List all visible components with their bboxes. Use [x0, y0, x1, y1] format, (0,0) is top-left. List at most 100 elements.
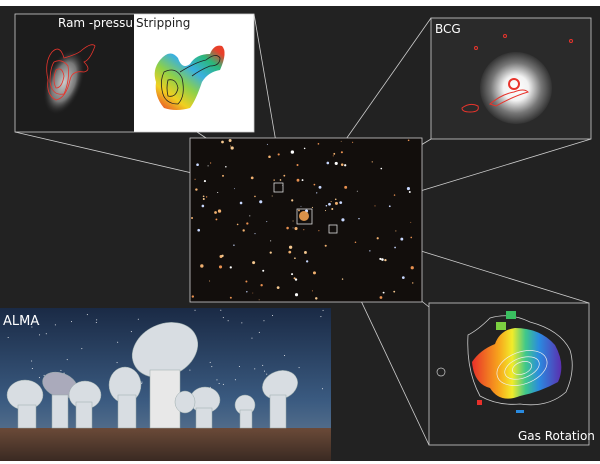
- bcg-panel: BCG: [430, 17, 592, 140]
- galaxy: [191, 295, 195, 298]
- bcg-label: BCG: [435, 22, 461, 36]
- galaxy: [279, 179, 282, 181]
- galaxy: [304, 251, 307, 254]
- galaxy: [358, 218, 360, 220]
- galaxy: [245, 280, 248, 283]
- sky-star: [38, 377, 40, 379]
- galaxy: [229, 145, 231, 147]
- galaxy: [371, 161, 373, 163]
- galaxy: [276, 286, 280, 289]
- galaxy: [200, 264, 204, 268]
- galaxy: [303, 229, 305, 231]
- galaxy: [291, 199, 294, 202]
- galaxy: [374, 205, 376, 207]
- sky-star: [31, 326, 33, 328]
- galaxy: [234, 188, 235, 190]
- galaxy: [317, 143, 320, 145]
- galaxy: [344, 185, 348, 189]
- galaxy: [283, 174, 286, 177]
- galaxy: [339, 201, 343, 205]
- galaxy: [379, 296, 383, 299]
- galaxy: [325, 204, 328, 207]
- galaxy: [410, 236, 413, 239]
- galaxy: [294, 278, 298, 281]
- galaxy: [334, 198, 337, 201]
- galaxy: [300, 205, 302, 207]
- sky-star: [45, 333, 47, 335]
- galaxy: [379, 257, 382, 260]
- galaxy: [254, 233, 256, 235]
- sky-star: [258, 331, 260, 333]
- galaxy: [293, 277, 296, 280]
- sky-star: [238, 365, 240, 367]
- sky-star: [211, 366, 213, 368]
- galaxy: [209, 280, 211, 282]
- galaxy: [384, 259, 387, 262]
- galaxy: [412, 282, 414, 284]
- galaxy: [294, 293, 299, 297]
- sky-star: [264, 370, 266, 372]
- sky-star: [81, 348, 83, 350]
- galaxy: [203, 180, 206, 183]
- galaxy: [333, 152, 336, 155]
- galaxy: [328, 202, 331, 206]
- galaxy: [215, 218, 218, 221]
- galaxy: [250, 176, 254, 180]
- galaxy: [262, 269, 265, 272]
- galaxy: [305, 260, 309, 263]
- galaxy: [202, 198, 205, 201]
- galaxy: [410, 266, 414, 270]
- galaxy: [393, 290, 396, 293]
- ram-pressure-panel: Ram -pressure Stripping: [14, 13, 255, 133]
- cluster-field-image: [189, 137, 423, 303]
- sky-star: [96, 319, 98, 321]
- galaxy: [318, 230, 320, 232]
- galaxy: [410, 221, 412, 223]
- sky-star: [216, 379, 218, 381]
- sky-star: [31, 368, 33, 370]
- galaxy: [225, 166, 227, 168]
- galaxy: [352, 141, 354, 143]
- galaxy: [394, 246, 396, 249]
- sky-star: [220, 309, 222, 311]
- galaxy: [207, 165, 209, 167]
- galaxy: [260, 284, 263, 287]
- sky-star: [222, 317, 224, 319]
- galaxy: [221, 140, 224, 144]
- zoom-box-gas-rotation: [328, 224, 338, 234]
- galaxy: [222, 174, 224, 177]
- galaxy: [406, 187, 410, 191]
- zoom-box-ram-pressure: [273, 182, 284, 193]
- galaxy: [271, 195, 273, 197]
- sky-star: [31, 360, 33, 362]
- galaxy: [217, 191, 219, 194]
- galaxy: [202, 195, 205, 198]
- galaxy: [288, 245, 293, 249]
- sky-star: [321, 388, 323, 390]
- galaxy: [369, 250, 371, 252]
- sky-star: [189, 369, 191, 371]
- outer-contour: [467, 315, 573, 406]
- galaxy: [341, 278, 344, 280]
- galaxy: [277, 153, 280, 156]
- galaxy: [356, 190, 358, 192]
- sky-star: [39, 334, 41, 336]
- sky-star: [266, 373, 268, 375]
- galaxy: [269, 251, 272, 254]
- galaxy: [197, 228, 201, 232]
- zoom-box-bcg: [296, 208, 313, 225]
- sky-star: [141, 383, 143, 385]
- galaxy: [294, 257, 296, 260]
- galaxy: [382, 291, 385, 294]
- sky-star: [272, 314, 274, 316]
- galaxy: [205, 196, 208, 198]
- sky-star: [262, 364, 264, 366]
- sky-star: [251, 337, 253, 339]
- galaxy: [401, 276, 405, 280]
- velocity-map: [472, 328, 562, 399]
- galaxy: [316, 192, 318, 194]
- galaxy: [195, 188, 198, 191]
- galaxy: [313, 183, 316, 186]
- galaxy: [273, 179, 275, 181]
